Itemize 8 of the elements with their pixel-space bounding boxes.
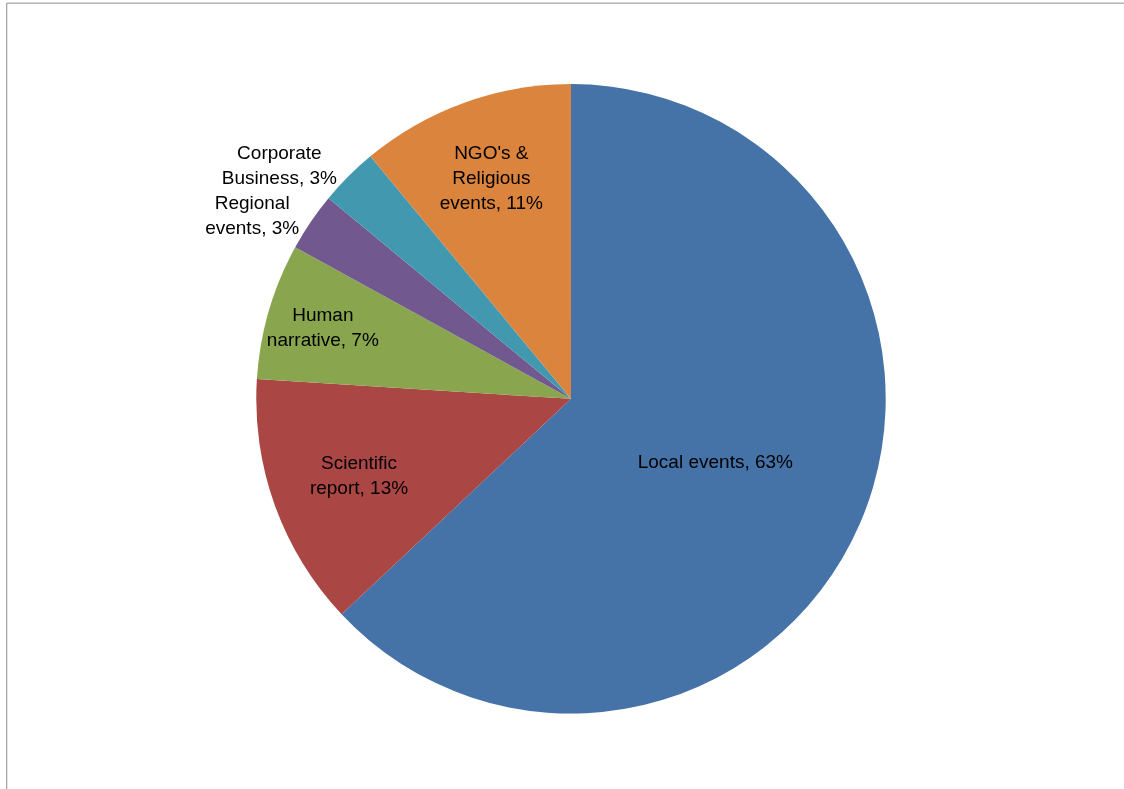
- slice-label: NGO's & Religious events, 11%: [439, 142, 543, 213]
- slice-label: Corporate Business, 3%: [221, 142, 338, 188]
- pie-slice: [256, 379, 571, 615]
- slice-label: Regional events, 3%: [205, 191, 300, 238]
- slice-label: Scientific report, 13%: [309, 452, 409, 498]
- slice-label: Human narrative, 7%: [266, 303, 379, 350]
- pie-slice: [256, 247, 571, 399]
- slice-label: Local events, 63%: [637, 450, 794, 472]
